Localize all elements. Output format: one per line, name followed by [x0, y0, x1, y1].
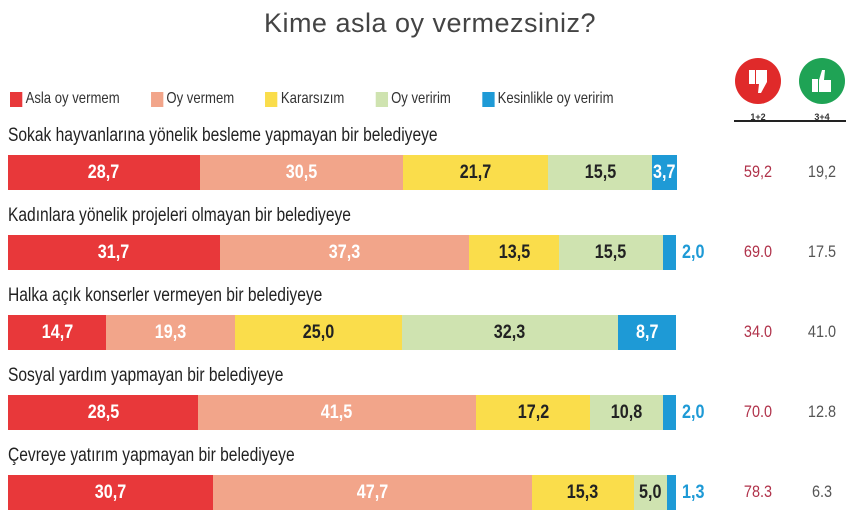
bar-segment: 28,7	[8, 155, 200, 190]
bar-segment: 10,8	[590, 395, 663, 430]
sum-negative-value: 78.3	[743, 482, 773, 501]
data-label: 10,8	[610, 401, 643, 423]
bar-segment: 15,5	[559, 235, 663, 270]
data-label: 15,5	[584, 161, 616, 183]
legend-label: Kararsızım	[280, 90, 345, 107]
bar-segment: 5,0	[633, 475, 668, 510]
bar-segment	[667, 475, 676, 510]
sum-positive-value: 41.0	[807, 322, 837, 341]
data-label: 30,7	[94, 481, 127, 503]
bar-segment: 19,3	[106, 315, 236, 350]
legend-label: Asla oy vermem	[25, 90, 120, 107]
legend-swatch	[150, 91, 164, 107]
data-label: 47,7	[356, 481, 389, 503]
bar-segment: 3,7	[651, 155, 677, 190]
data-label: 3,7	[653, 161, 676, 183]
sum-negative-value: 70.0	[743, 402, 773, 421]
sum-positive-value: 17.5	[807, 242, 837, 261]
sum-negative-value: 59,2	[743, 162, 773, 181]
bar-segment: 47,7	[213, 475, 532, 510]
data-label: 19,3	[154, 321, 187, 343]
legend-item: Kararsızım	[265, 90, 344, 108]
data-label: 5,0	[639, 481, 662, 503]
divider	[734, 120, 846, 122]
bar-segment: 37,3	[219, 235, 469, 270]
row-label: Kadınlara yönelik projeleri olmayan bir …	[8, 205, 351, 226]
bar-segment: 30,5	[199, 155, 404, 190]
row-label: Çevreye yatırım yapmayan bir belediyeye	[8, 445, 295, 466]
legend-swatch	[265, 91, 278, 107]
row-label: Sokak hayvanlarına yönelik besleme yapma…	[8, 125, 438, 146]
data-label: 15,3	[567, 481, 599, 503]
data-label: 37,3	[328, 241, 361, 263]
data-label: 13,5	[498, 241, 530, 263]
data-label: 2,0	[681, 402, 705, 423]
sum-positive-value: 6.3	[811, 482, 833, 501]
bar-segment: 30,7	[8, 475, 214, 510]
bar-segment: 15,5	[548, 155, 652, 190]
data-label: 31,7	[98, 241, 130, 263]
legend-label: Oy veririm	[391, 90, 451, 107]
data-label: 30,5	[285, 161, 318, 183]
data-label: 21,7	[460, 161, 492, 183]
bar-segment: 8,7	[617, 315, 676, 350]
legend-item: Kesinlikle oy veririm	[481, 90, 614, 108]
bar-segment: 25,0	[235, 315, 403, 350]
legend-item: Oy vermem	[150, 90, 235, 108]
legend: Asla oy vermem Oy vermem Kararsızım Oy veri…	[10, 90, 645, 108]
bar-segment: 41,5	[198, 395, 476, 430]
sum-negative-value: 69.0	[743, 242, 773, 261]
bar-segment	[662, 235, 676, 270]
sum-positive-value: 19,2	[807, 162, 837, 181]
chart-title: Kime asla oy vermezsiniz?	[263, 8, 597, 38]
sum-label-positive: 3+4	[814, 112, 830, 122]
bar-segment: 32,3	[402, 315, 618, 350]
bar-segment: 13,5	[468, 235, 560, 270]
data-label: 15,5	[595, 241, 627, 263]
bar-segment: 15,3	[531, 475, 634, 510]
sum-negative-value: 34.0	[743, 322, 773, 341]
data-label: 2,0	[681, 242, 705, 263]
data-label: 41,5	[321, 401, 353, 423]
legend-swatch	[375, 91, 388, 107]
sum-positive-value: 12.8	[807, 402, 837, 421]
bar-segment: 14,7	[8, 315, 107, 350]
data-label: 28,7	[88, 161, 120, 183]
bar-segment: 17,2	[475, 395, 591, 430]
row-label: Halka açık konserler vermeyen bir beledi…	[8, 285, 323, 306]
data-label: 17,2	[517, 401, 549, 423]
data-label: 25,0	[302, 321, 335, 343]
bar-segment: 28,5	[8, 395, 199, 430]
data-label: 1,3	[681, 482, 705, 503]
thumbs-down-icon	[735, 58, 781, 104]
sum-label-negative: 1+2	[750, 112, 766, 122]
thumbs-up-icon	[799, 58, 845, 104]
bar-segment: 21,7	[403, 155, 549, 190]
legend-label: Kesinlikle oy veririm	[497, 90, 614, 107]
bar-segment: 31,7	[8, 235, 220, 270]
legend-item: Oy veririm	[375, 90, 451, 108]
data-label: 14,7	[41, 321, 73, 343]
legend-swatch	[481, 91, 495, 107]
legend-label: Oy vermem	[166, 90, 235, 107]
bar-segment	[662, 395, 676, 430]
legend-swatch	[10, 91, 23, 107]
data-label: 8,7	[635, 321, 659, 343]
data-label: 28,5	[87, 401, 119, 423]
data-label: 32,3	[494, 321, 526, 343]
row-label: Sosyal yardım yapmayan bir belediyeye	[8, 365, 284, 386]
legend-item: Asla oy vermem	[10, 90, 120, 108]
